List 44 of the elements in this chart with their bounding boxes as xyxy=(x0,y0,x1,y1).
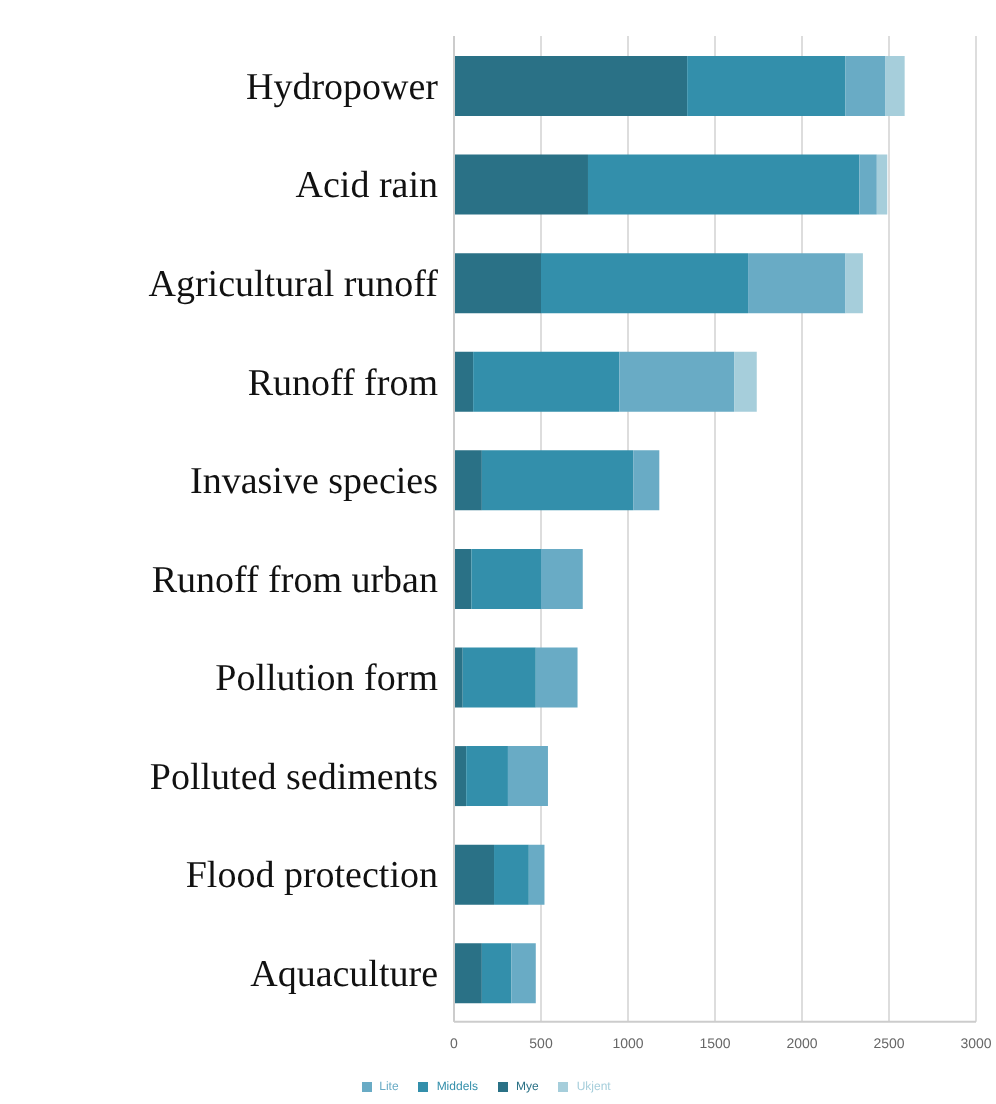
bar xyxy=(454,844,495,905)
bar xyxy=(481,943,512,1004)
y-tick-label: Polluted sediments xyxy=(149,756,438,799)
y-tick-label: Aquaculture xyxy=(250,954,438,997)
bar xyxy=(511,943,536,1004)
y-tick-label: Runoff from xyxy=(247,362,439,405)
bar xyxy=(454,253,541,314)
y-tick-label: Acid rain xyxy=(295,165,439,208)
bar xyxy=(535,647,578,708)
bar xyxy=(734,351,757,412)
bar xyxy=(462,647,536,708)
bar xyxy=(845,56,886,116)
y-tick-label: Agricultural runoff xyxy=(148,263,440,306)
y-tick-label: Invasive species xyxy=(190,461,438,504)
bar xyxy=(876,154,888,215)
bar xyxy=(454,56,688,116)
bar xyxy=(473,351,620,412)
bar xyxy=(454,351,474,412)
y-tick-label: Pollution form xyxy=(215,658,439,701)
bar xyxy=(481,450,634,511)
y-tick-label: Hydropower xyxy=(245,66,440,109)
bar xyxy=(471,548,541,609)
bar xyxy=(454,450,482,511)
bar xyxy=(859,154,877,215)
bar xyxy=(466,746,508,807)
bar xyxy=(748,253,846,314)
bar xyxy=(845,253,863,314)
bar xyxy=(619,351,735,412)
bar xyxy=(587,154,860,215)
bar xyxy=(541,253,749,314)
bar xyxy=(494,844,529,905)
bar xyxy=(885,56,905,116)
bar xyxy=(687,56,846,116)
bar xyxy=(507,746,548,807)
bar xyxy=(454,943,482,1004)
bar xyxy=(633,450,660,511)
y-tick-label: Flood protection xyxy=(185,855,439,898)
bar xyxy=(454,647,463,708)
bar xyxy=(528,844,545,905)
bar xyxy=(454,746,467,807)
bar xyxy=(541,548,583,609)
bar xyxy=(454,548,472,609)
bar xyxy=(454,154,588,215)
y-tick-label: Runoff from urban xyxy=(151,559,439,602)
